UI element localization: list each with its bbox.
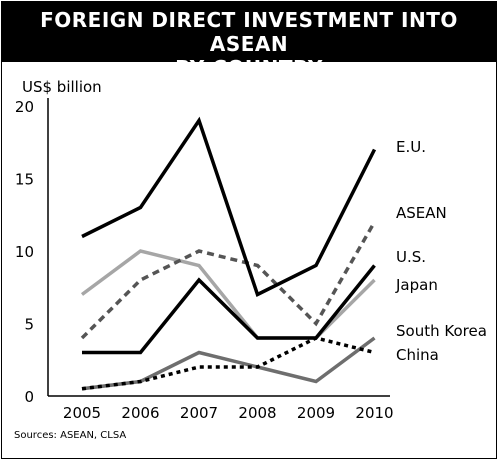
y-tick-label: 10 [15, 243, 34, 261]
series-label-japan: Japan [395, 276, 438, 294]
source-note: Sources: ASEAN, CLSA [14, 430, 127, 441]
chart-title-line-1: FOREIGN DIRECT INVESTMENT INTO ASEAN [40, 8, 458, 56]
x-tick-label: 2009 [297, 404, 335, 422]
series-label-china: China [396, 346, 439, 364]
x-tick-label: 2008 [238, 404, 276, 422]
chart-title-line-2: BY COUNTRY [175, 56, 323, 80]
series-line-south-korea [81, 336, 376, 391]
x-tick-label: 2007 [180, 404, 218, 422]
x-tick-label: 2010 [355, 404, 393, 422]
series-line-u-s [82, 264, 376, 355]
y-tick-label: 0 [24, 388, 34, 406]
series-label-asean: ASEAN [396, 204, 447, 222]
y-tick-label: 20 [15, 98, 34, 116]
y-tick-label: 15 [15, 171, 34, 189]
series-line-china [81, 336, 375, 391]
y-axis-label: US$ billion [22, 78, 102, 96]
x-tick-label: 2006 [121, 404, 159, 422]
y-tick-label: 5 [24, 316, 34, 334]
series-label-e-u: E.U. [396, 138, 426, 156]
series-line-e-u [81, 116, 377, 297]
x-tick-label: 2005 [63, 404, 101, 422]
series-label-u-s: U.S. [396, 248, 426, 266]
title-bar: FOREIGN DIRECT INVESTMENT INTO ASEAN BY … [2, 2, 496, 80]
series-label-south-korea: South Korea [396, 322, 487, 340]
